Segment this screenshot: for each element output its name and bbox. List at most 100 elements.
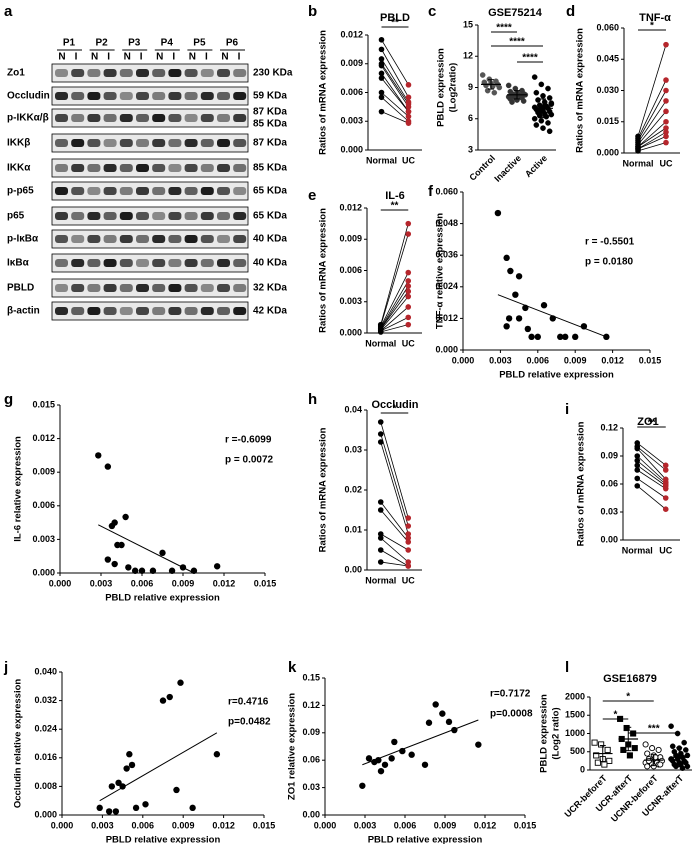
data-point — [149, 567, 157, 574]
y-tick-label: 0.024 — [435, 281, 458, 291]
data-point — [95, 452, 102, 459]
lane-label: I — [205, 52, 208, 63]
size-label: 32 KDa — [253, 283, 287, 294]
data-point — [674, 730, 681, 737]
pair-line — [637, 131, 667, 150]
significance-label: * — [626, 692, 630, 703]
band — [168, 69, 182, 77]
data-point — [662, 485, 669, 492]
y-tick-label: 0.003 — [340, 116, 363, 126]
lane-label: N — [58, 52, 65, 63]
pair-line — [380, 537, 409, 563]
patient-label: P1 — [63, 38, 76, 49]
lane-label: I — [75, 52, 78, 63]
data-point — [104, 556, 112, 563]
band — [200, 69, 214, 77]
y-tick-label: 0.15 — [302, 672, 320, 682]
band — [136, 187, 149, 195]
blot-box — [51, 278, 249, 298]
band — [233, 307, 247, 315]
data-point — [620, 746, 627, 753]
y-axis-label: PBLD expression — [436, 48, 447, 127]
data-point — [177, 679, 184, 686]
band — [200, 187, 214, 195]
data-point — [405, 531, 412, 537]
data-point — [405, 304, 412, 310]
data-point — [548, 111, 555, 118]
data-point — [405, 547, 412, 553]
y-axis-label: (Log2 ratio) — [551, 707, 562, 759]
data-point — [119, 783, 126, 790]
data-point — [546, 128, 553, 135]
data-point — [122, 513, 129, 521]
band — [217, 92, 230, 100]
y-tick-label: 0.012 — [340, 29, 363, 39]
data-point — [399, 747, 406, 755]
data-point — [594, 759, 601, 766]
data-point — [213, 563, 221, 570]
pair-line — [380, 296, 409, 331]
data-point — [669, 743, 676, 750]
band — [119, 187, 133, 195]
chart-title: GSE16879 — [603, 673, 657, 685]
data-point — [439, 710, 446, 717]
chart-title: Occludin — [371, 399, 418, 411]
y-axis-label: Ratios of mRNA expression — [318, 208, 329, 333]
pair-line — [381, 58, 409, 103]
lane-label: N — [91, 52, 98, 63]
band — [233, 259, 247, 267]
band — [71, 284, 85, 292]
x-tick-label: 0.009 — [172, 578, 195, 588]
y-tick-label: 0.00 — [302, 809, 320, 819]
data-point — [377, 499, 384, 505]
data-point — [405, 535, 412, 541]
y-axis-label: Occludin relative expression — [13, 679, 24, 809]
blot-box — [51, 229, 249, 249]
band — [103, 307, 117, 315]
x-tick-label: 0.012 — [601, 355, 624, 365]
data-point — [545, 120, 551, 126]
lane-label: N — [156, 52, 163, 63]
band — [152, 114, 166, 122]
y-tick-label: 0.009 — [339, 234, 362, 244]
x-tick-label: UC — [660, 158, 673, 168]
y-tick-label: 6 — [468, 113, 473, 123]
band — [71, 259, 85, 267]
pair-line — [636, 485, 667, 510]
band — [217, 235, 230, 243]
data-point — [405, 288, 412, 295]
pair-line — [380, 549, 409, 567]
band — [184, 259, 198, 267]
band — [119, 92, 133, 100]
data-point — [668, 723, 674, 730]
band — [233, 139, 247, 147]
y-tick-label: 0.02 — [344, 484, 362, 494]
band — [168, 164, 182, 172]
data-point — [166, 693, 173, 701]
band — [119, 69, 133, 77]
blot-box — [51, 158, 249, 178]
size-label: 65 KDa — [253, 186, 287, 197]
pair-line — [380, 306, 409, 332]
y-tick-label: 0.024 — [34, 724, 57, 734]
band — [200, 114, 214, 122]
fit-line — [362, 719, 479, 766]
y-tick-label: 0.012 — [435, 313, 458, 323]
protein-label: p65 — [7, 211, 25, 222]
data-point — [405, 220, 412, 227]
band — [87, 69, 101, 77]
panel-letter: i — [565, 401, 569, 418]
pair-line — [380, 421, 409, 519]
data-point — [405, 523, 412, 529]
x-tick-label: 0.000 — [452, 355, 475, 365]
size-label: 230 KDa — [253, 68, 293, 79]
protein-label: IKKβ — [7, 138, 30, 149]
data-point — [173, 786, 180, 794]
x-tick-label: Normal — [365, 575, 396, 585]
data-point — [377, 767, 385, 775]
x-tick-label: 0.015 — [639, 355, 662, 365]
significance-label: ** — [391, 18, 399, 29]
blot-strip — [51, 133, 249, 153]
data-point — [649, 745, 656, 752]
band — [136, 307, 149, 315]
